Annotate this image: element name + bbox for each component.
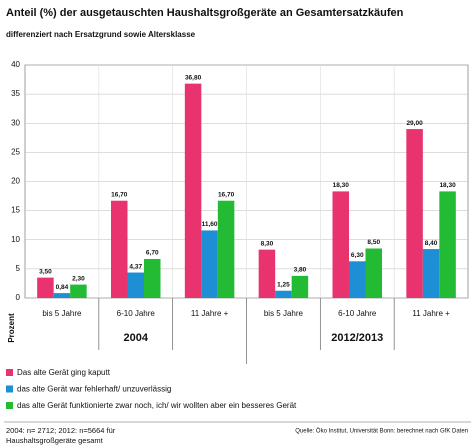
value-label: 8,50 [367, 239, 380, 246]
legend-swatch [6, 369, 13, 376]
legend-swatch [6, 385, 13, 393]
bar [365, 248, 382, 298]
bar [422, 249, 440, 298]
note: 2004: n= 2712; 2012: n=5664 für [6, 426, 116, 435]
value-label: 8,40 [425, 240, 438, 247]
value-label: 3,80 [294, 267, 307, 274]
y-tick-label: 30 [11, 118, 20, 127]
y-tick-label: 40 [11, 60, 20, 69]
bar [349, 261, 366, 298]
bar [275, 290, 292, 298]
bar [406, 129, 423, 298]
y-tick-label: 15 [11, 206, 20, 215]
value-label: 11,60 [202, 221, 218, 228]
legend-swatch [6, 402, 13, 409]
bar [144, 258, 161, 298]
x-tick-label: bis 5 Jahre [264, 309, 304, 318]
group-label: 2004 [124, 332, 149, 344]
source: Quelle: Öko Institut, Universität Bonn: … [295, 428, 468, 435]
group-label: 2012/2013 [331, 332, 383, 344]
bar [332, 191, 349, 298]
x-tick-label: 6-10 Jahre [338, 309, 377, 318]
bar [70, 284, 87, 298]
x-tick-label: bis 5 Jahre [42, 309, 82, 318]
x-tick-label: 6-10 Jahre [117, 309, 156, 318]
chart-subtitle: differenziert nach Ersatzgrund sowie Alt… [6, 30, 196, 39]
y-tick-label: 10 [11, 235, 20, 244]
value-label: 6,30 [351, 252, 364, 259]
chart-title: Anteil (%) der ausgetauschten Haushaltsg… [6, 7, 404, 19]
bar [127, 272, 144, 298]
value-label: 18,30 [333, 182, 350, 189]
x-tick-label: 11 Jahre + [412, 309, 450, 318]
y-tick-label: 25 [11, 147, 20, 156]
value-label: 4,37 [129, 263, 142, 270]
note: Haushaltsgroßgeräte gesamt [6, 436, 104, 445]
value-label: 2,30 [72, 275, 85, 282]
legend-label: das alte Gerät war fehlerhaft/ unzuverlä… [17, 385, 171, 394]
bar [439, 191, 456, 298]
bar [184, 83, 202, 298]
bar [258, 249, 276, 298]
legend-label: das alte Gerät funktionierte zwar noch, … [17, 401, 297, 410]
value-label: 18,30 [439, 182, 456, 189]
value-label: 36,80 [185, 74, 202, 81]
value-label: 3,50 [39, 268, 52, 275]
value-label: 8,30 [261, 240, 274, 247]
bar [111, 200, 128, 298]
value-label: 6,70 [146, 250, 159, 257]
bar [201, 230, 218, 298]
y-tick-label: 20 [11, 177, 20, 186]
bar [53, 293, 71, 298]
value-label: 16,70 [111, 191, 128, 198]
y-tick-label: 35 [11, 89, 20, 98]
value-label: 16,70 [218, 191, 235, 198]
value-label: 1,25 [277, 281, 290, 288]
y-tick-label: 0 [16, 293, 21, 302]
value-label: 0,84 [56, 284, 69, 291]
legend-label: Das alte Gerät ging kaputt [17, 368, 111, 377]
y-tick-label: 5 [16, 264, 21, 273]
bar [217, 200, 235, 298]
value-label: 29,00 [406, 120, 423, 127]
bar [37, 277, 54, 298]
y-axis-label: Prozent [7, 313, 16, 343]
bar [291, 275, 309, 298]
x-tick-label: 11 Jahre + [191, 309, 229, 318]
